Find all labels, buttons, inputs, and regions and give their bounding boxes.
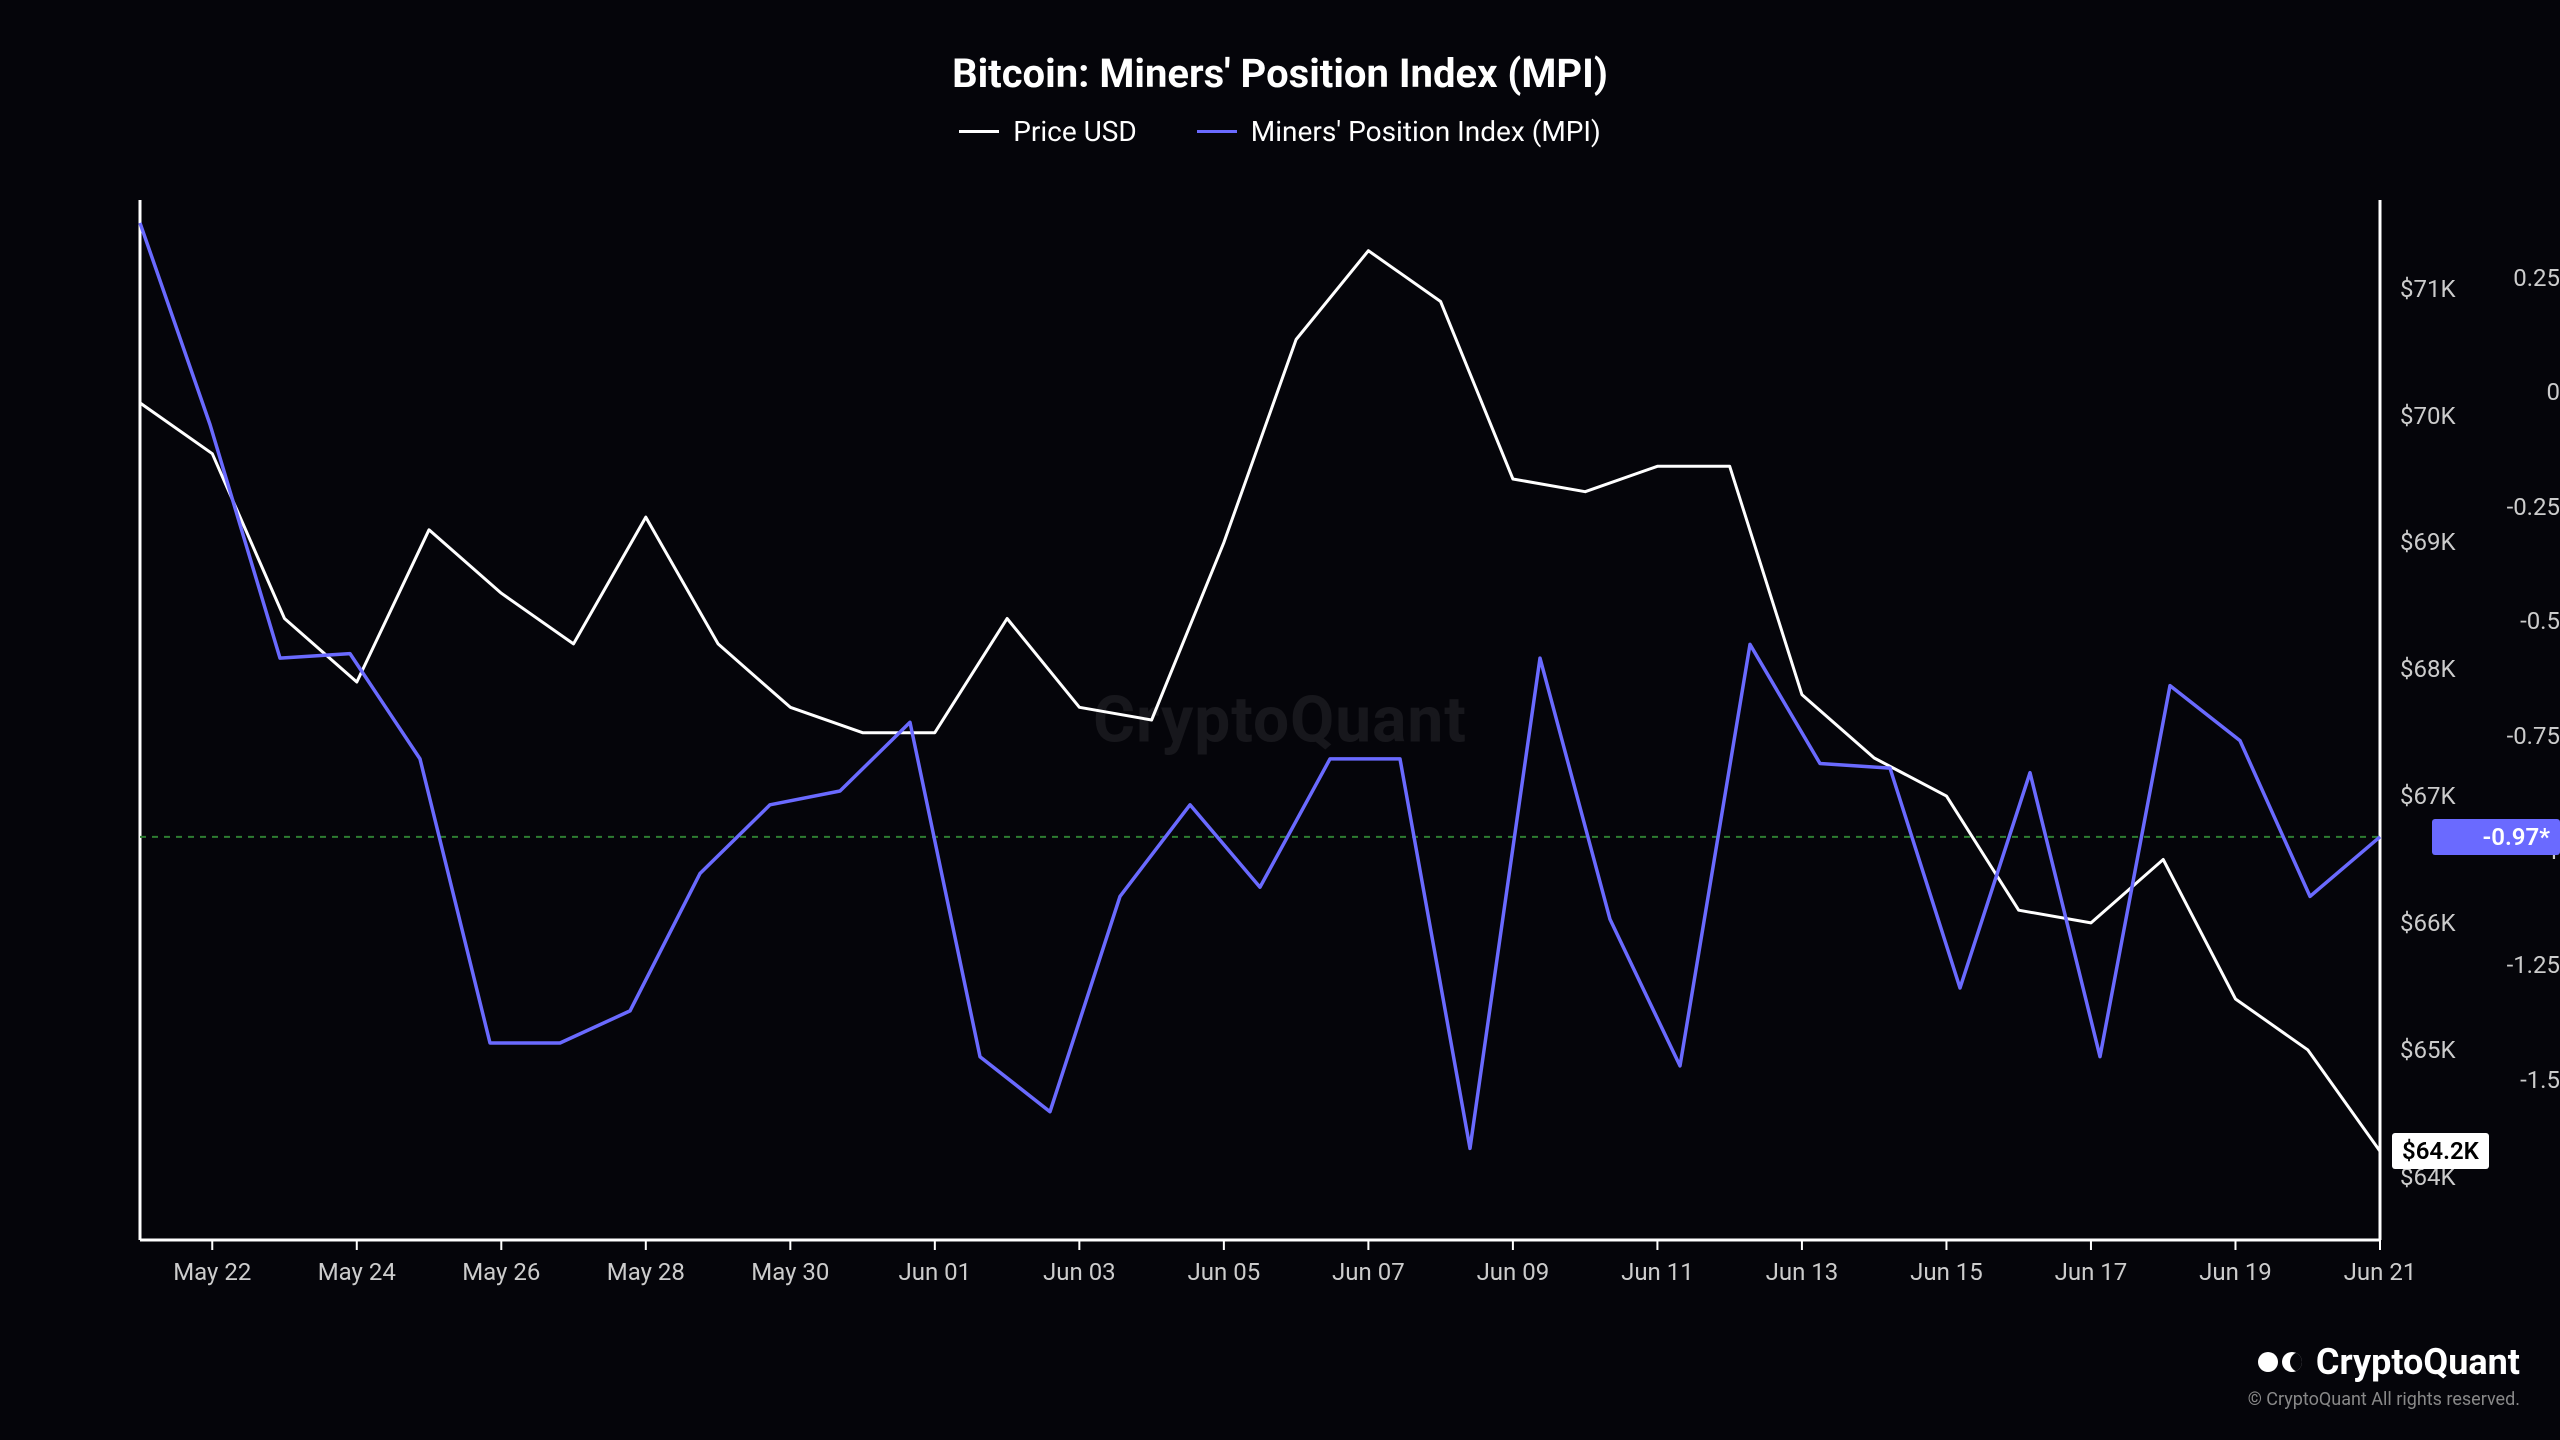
y-left-tick-label: -0.25	[2440, 493, 2560, 521]
x-tick-label: Jun 21	[2344, 1258, 2417, 1286]
brand-row: CryptoQuant	[2248, 1341, 2520, 1383]
x-tick-label: Jun 03	[1043, 1258, 1116, 1286]
plot-svg	[140, 200, 2380, 1240]
x-tick-label: Jun 09	[1477, 1258, 1550, 1286]
x-tick-label: May 28	[607, 1258, 685, 1286]
x-tick-label: May 30	[751, 1258, 829, 1286]
brand-name: CryptoQuant	[2316, 1341, 2520, 1383]
x-tick-label: Jun 11	[1621, 1258, 1694, 1286]
y-left-tick-label: 0.25	[2440, 264, 2560, 292]
right-current-badge: $64.2K	[2392, 1133, 2489, 1169]
y-right-tick-label: $68K	[2400, 655, 2456, 683]
chart-legend: Price USD Miners' Position Index (MPI)	[0, 115, 2560, 148]
legend-swatch-price	[959, 130, 999, 133]
attribution-block: CryptoQuant © CryptoQuant All rights res…	[2248, 1341, 2520, 1410]
y-right-tick-label: $71K	[2400, 275, 2456, 303]
y-right-tick-label: $70K	[2400, 402, 2456, 430]
copyright-text: © CryptoQuant All rights reserved.	[2248, 1389, 2520, 1410]
chart-container: Bitcoin: Miners' Position Index (MPI) Pr…	[0, 0, 2560, 1440]
series-mpi-line	[140, 223, 2380, 1149]
x-tick-label: May 24	[318, 1258, 396, 1286]
chart-title: Bitcoin: Miners' Position Index (MPI)	[0, 50, 2560, 97]
series-price-line	[140, 251, 2380, 1151]
x-tick-label: May 26	[462, 1258, 540, 1286]
x-tick-label: Jun 17	[2055, 1258, 2128, 1286]
y-left-tick-label: -1.5	[2440, 1066, 2560, 1094]
x-tick-label: Jun 13	[1766, 1258, 1839, 1286]
plot-area	[140, 200, 2380, 1240]
legend-label-mpi: Miners' Position Index (MPI)	[1251, 115, 1601, 148]
y-right-tick-label: $69K	[2400, 528, 2456, 556]
x-tick-label: May 22	[173, 1258, 251, 1286]
x-tick-label: Jun 05	[1188, 1258, 1261, 1286]
x-tick-label: Jun 15	[1910, 1258, 1983, 1286]
x-tick-label: Jun 07	[1332, 1258, 1405, 1286]
legend-label-price: Price USD	[1013, 115, 1137, 148]
x-tick-label: Jun 01	[899, 1258, 972, 1286]
y-right-tick-label: $66K	[2400, 909, 2456, 937]
x-tick-label: Jun 19	[2199, 1258, 2272, 1286]
left-current-badge: -0.97*	[2432, 819, 2560, 855]
y-right-tick-label: $67K	[2400, 782, 2456, 810]
y-left-tick-label: 0	[2440, 378, 2560, 406]
y-left-tick-label: -0.5	[2440, 607, 2560, 635]
legend-item-price: Price USD	[959, 115, 1137, 148]
y-left-tick-label: -1.25	[2440, 951, 2560, 979]
cryptoquant-logo-icon	[2258, 1352, 2302, 1372]
y-right-tick-label: $65K	[2400, 1036, 2456, 1064]
y-left-tick-label: -0.75	[2440, 722, 2560, 750]
legend-item-mpi: Miners' Position Index (MPI)	[1197, 115, 1601, 148]
legend-swatch-mpi	[1197, 130, 1237, 133]
